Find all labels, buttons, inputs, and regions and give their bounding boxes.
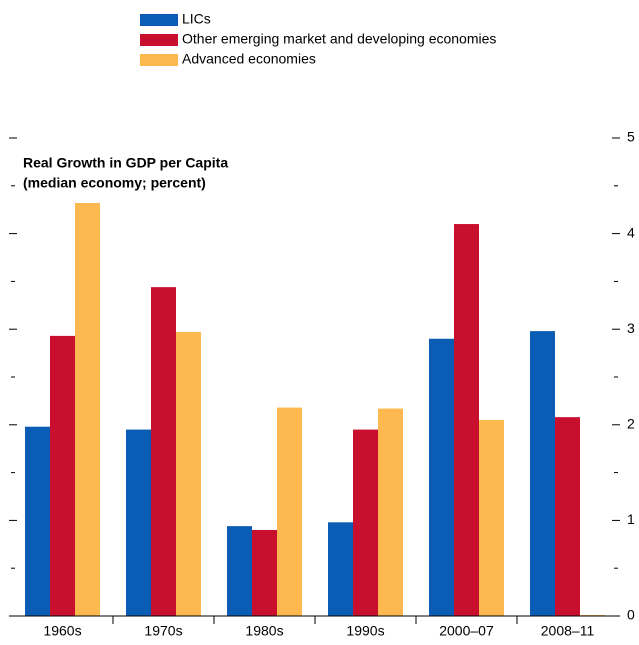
bar: [126, 429, 151, 616]
bar: [530, 331, 555, 616]
bar: [353, 429, 378, 616]
legend-swatch: [140, 54, 178, 66]
bar: [50, 335, 75, 616]
bar: [454, 224, 479, 617]
chart-title: Real Growth in GDP per Capita: [23, 155, 228, 171]
x-tick-label: 1980s: [245, 623, 283, 639]
bar: [277, 407, 302, 616]
legend-swatch: [140, 34, 178, 46]
y-tick-label: 1: [627, 511, 635, 527]
bar: [252, 529, 277, 616]
legend-label: LICs: [182, 11, 211, 27]
bar: [328, 522, 353, 616]
x-tick-label: 2008–11: [541, 623, 595, 639]
chart-subtitle: (median economy; percent): [23, 175, 206, 191]
legend-swatch: [140, 14, 178, 26]
x-tick-label: 1970s: [144, 623, 182, 639]
x-tick-label: 2000–07: [439, 623, 494, 639]
bar: [25, 426, 50, 616]
y-tick-label: 0: [627, 607, 635, 623]
bar: [176, 332, 201, 616]
bar: [378, 408, 403, 616]
bar: [75, 203, 100, 616]
bar: [151, 287, 176, 616]
bar: [479, 420, 504, 616]
x-tick-label: 1960s: [43, 623, 81, 639]
y-tick-label: 3: [627, 320, 635, 336]
y-tick-label: 4: [627, 224, 635, 240]
x-tick-label: 1990s: [346, 623, 384, 639]
y-tick-label: 5: [627, 129, 635, 145]
y-tick-label: 2: [627, 416, 635, 432]
bar: [227, 526, 252, 616]
legend-label: Advanced economies: [182, 51, 316, 67]
bar: [429, 338, 454, 616]
bar: [555, 417, 580, 616]
legend-label: Other emerging market and developing eco…: [182, 31, 496, 47]
